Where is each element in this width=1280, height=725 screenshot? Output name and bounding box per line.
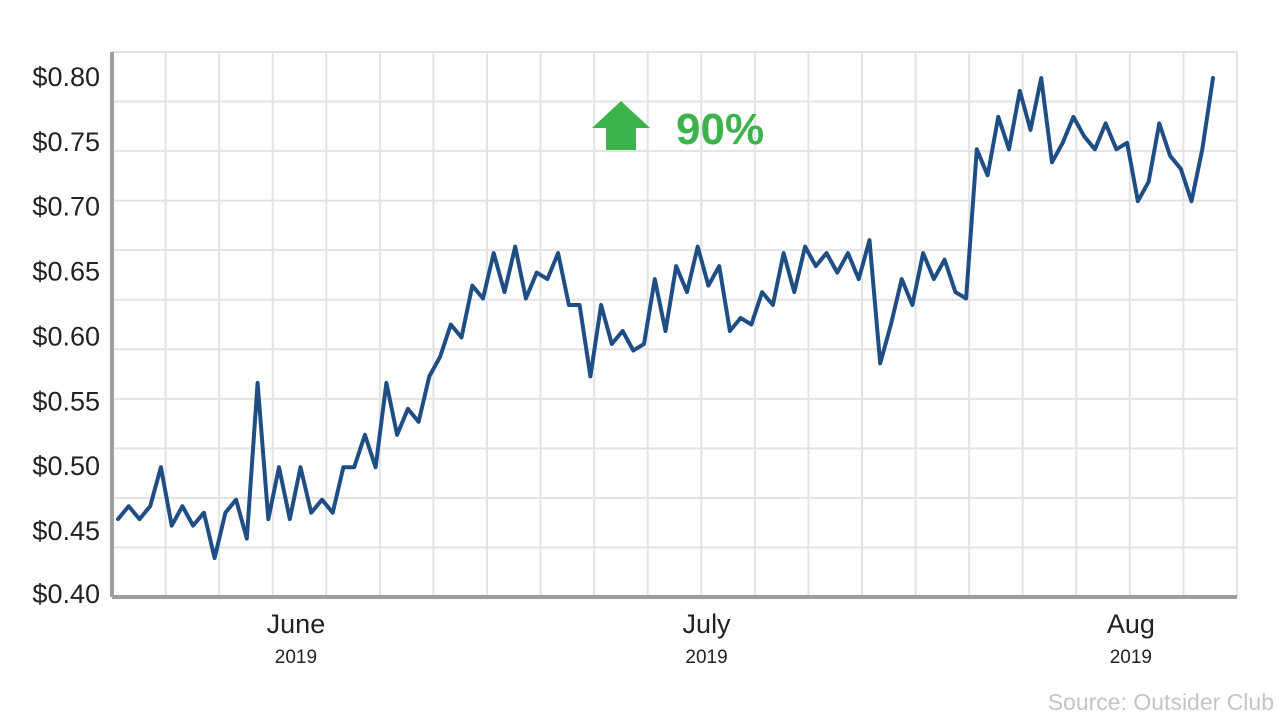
y-tick-label: $0.45 [32,516,100,546]
source-credit: Source: Outsider Club [1047,689,1274,715]
y-tick-label: $0.55 [32,386,100,416]
price-line [116,76,1215,561]
y-tick-label: $0.60 [32,321,100,351]
y-tick-label: $0.65 [32,257,100,287]
annotation: 90% [592,101,764,154]
y-tick-label: $0.40 [32,579,100,609]
x-tick-month-label: July [683,609,732,639]
x-tick-month-label: Aug [1107,609,1155,639]
y-tick-label: $0.70 [32,192,100,222]
x-tick-year-label: 2019 [685,647,727,668]
x-tick-month-label: June [267,609,326,639]
axis-layer [110,52,1237,599]
y-tick-label: $0.80 [32,62,100,92]
x-tick-year-label: 2019 [275,647,317,668]
series-layer [116,76,1215,561]
x-tick-year-label: 2019 [1110,647,1152,668]
y-tick-label: $0.75 [32,127,100,157]
up-arrow-icon [592,101,650,150]
annotation-percent: 90% [676,105,764,154]
y-tick-label: $0.50 [32,451,100,481]
y-axis-ticks: $0.40 $0.45 $0.50 $0.55 $0.60 $0.65 $0.70 $0.75… [32,62,100,609]
x-axis-ticks: June 2019 July 2019 Aug 2019 [267,609,1155,668]
